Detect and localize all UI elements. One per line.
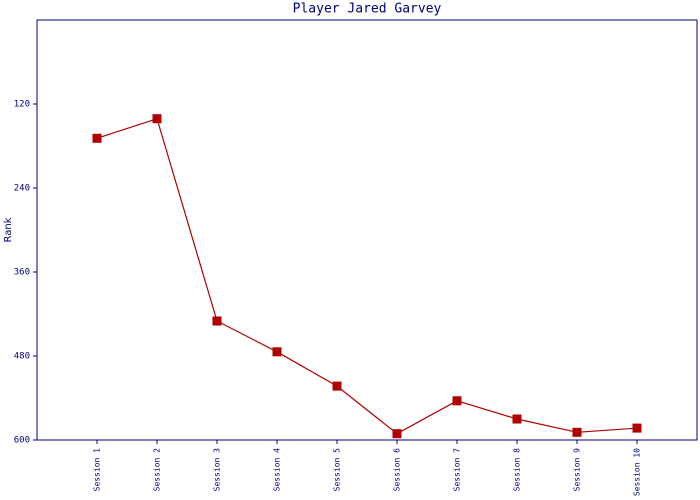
y-tick-label: 600 [14,436,30,446]
point-marker [572,427,582,437]
y-tick-label: 240 [14,184,30,194]
x-tick-label: Session 2 [153,448,162,492]
chart-title: Player Jared Garvey [293,2,442,17]
point-marker [212,316,222,326]
point-marker [152,114,162,124]
point-marker [512,414,522,424]
x-tick-label: Session 6 [393,448,402,492]
point-marker [332,381,342,391]
y-axis-label: Rank [3,217,14,242]
x-tick-label: Session 5 [333,448,342,492]
point-marker [272,347,282,357]
x-tick-label: Session 8 [513,448,522,492]
x-tick-label: Session 9 [573,448,582,492]
x-tick-label: Session 1 [93,448,102,492]
point-marker [392,429,402,439]
series-line [96,117,638,435]
point-marker [92,133,102,143]
x-tick-label: Session 3 [213,448,222,492]
point-marker [452,396,462,406]
x-tick-label: Session 4 [273,448,282,492]
y-tick-label: 120 [14,100,30,110]
y-tick-label: 360 [14,268,30,278]
plot-frame [36,19,698,441]
x-tick-label: Session 7 [453,448,462,492]
point-marker [632,423,642,433]
y-tick-label: 480 [14,352,30,362]
x-tick-label: Session 10 [633,448,642,496]
